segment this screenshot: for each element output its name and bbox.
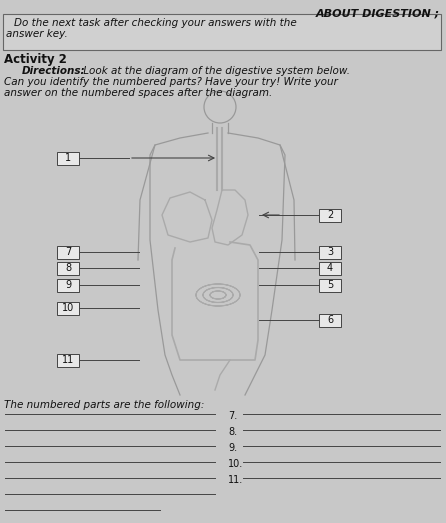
Text: 7: 7 (65, 247, 71, 257)
Text: 2: 2 (327, 210, 333, 220)
Bar (319, 313, 341, 326)
Bar (57, 262, 79, 275)
Bar (57, 279, 79, 291)
Text: Can you identify the numbered parts? Have your try! Write your: Can you identify the numbered parts? Hav… (4, 77, 338, 87)
Bar (57, 301, 79, 314)
Text: Directions:: Directions: (22, 66, 86, 76)
Text: answer on the numbered spaces after the diagram.: answer on the numbered spaces after the … (4, 88, 272, 98)
Bar (319, 262, 341, 275)
Text: The numbered parts are the following:: The numbered parts are the following: (4, 400, 204, 410)
Text: 10: 10 (62, 303, 74, 313)
Text: 9: 9 (65, 280, 71, 290)
Bar (57, 354, 79, 367)
Text: Activity 2: Activity 2 (4, 53, 67, 66)
Text: 10.: 10. (228, 459, 243, 469)
Text: 11: 11 (62, 355, 74, 365)
Bar (57, 152, 79, 165)
Text: answer key.: answer key. (6, 29, 68, 39)
Text: ABOUT DIGESTION ;: ABOUT DIGESTION ; (316, 8, 440, 18)
Text: 6: 6 (327, 315, 333, 325)
Text: 8.: 8. (228, 427, 237, 437)
Bar (319, 279, 341, 291)
Bar (319, 209, 341, 222)
Text: 11.: 11. (228, 475, 243, 485)
Text: 7.: 7. (228, 411, 237, 421)
Bar (319, 245, 341, 258)
Text: Look at the diagram of the digestive system below.: Look at the diagram of the digestive sys… (80, 66, 350, 76)
Text: 5: 5 (327, 280, 333, 290)
Text: Do the next task after checking your answers with the: Do the next task after checking your ans… (14, 18, 297, 28)
Text: 3: 3 (327, 247, 333, 257)
Text: 4: 4 (327, 263, 333, 273)
Bar (3, 14, 441, 50)
Text: 9.: 9. (228, 443, 237, 453)
Text: 8: 8 (65, 263, 71, 273)
Text: 1: 1 (65, 153, 71, 163)
Bar (57, 245, 79, 258)
